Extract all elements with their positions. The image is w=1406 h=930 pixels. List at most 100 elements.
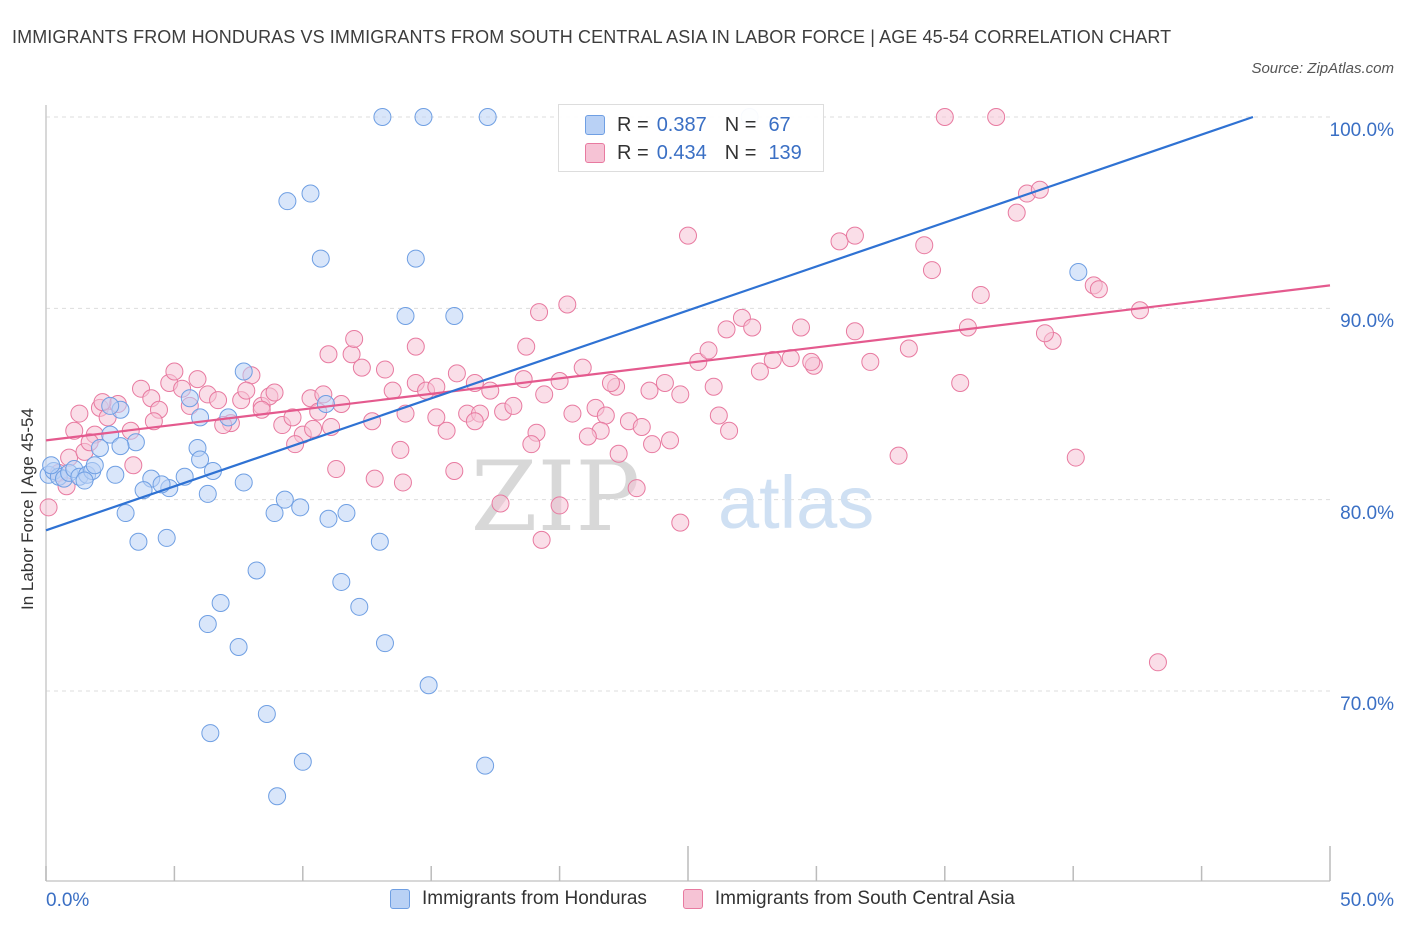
axes — [45, 105, 1331, 882]
data-point-south-central-asia — [1035, 324, 1054, 343]
data-point-south-central-asia — [39, 498, 58, 517]
data-point-south-central-asia — [717, 320, 736, 339]
data-point-south-central-asia — [517, 337, 536, 356]
data-point-south-central-asia — [971, 285, 990, 304]
y-tick-label: 100.0% — [1329, 120, 1394, 141]
data-point-honduras — [419, 676, 438, 695]
data-point-honduras — [1069, 262, 1088, 281]
data-point-south-central-asia — [144, 412, 163, 431]
data-point-south-central-asia — [935, 108, 954, 126]
data-point-honduras — [319, 509, 338, 528]
data-point-south-central-asia — [209, 391, 228, 410]
data-point-south-central-asia — [393, 473, 412, 492]
data-point-honduras — [211, 593, 230, 612]
data-point-south-central-asia — [445, 461, 464, 480]
data-point-south-central-asia — [830, 232, 849, 251]
data-point-south-central-asia — [720, 421, 739, 440]
honduras-legend-swatch — [390, 889, 410, 909]
data-point-honduras — [129, 532, 148, 551]
data-point-honduras — [106, 465, 125, 484]
data-point-south-central-asia — [671, 385, 690, 404]
data-point-south-central-asia — [391, 440, 410, 459]
data-point-south-central-asia — [1089, 280, 1108, 299]
data-point-south-central-asia — [802, 352, 821, 371]
data-point-honduras — [90, 439, 109, 458]
data-point-south-central-asia — [427, 408, 446, 427]
data-point-honduras — [275, 490, 294, 509]
watermark-atlas: atlas — [718, 461, 874, 544]
honduras-legend-label: Immigrants from Honduras — [422, 888, 647, 909]
legend-item-south-central-asia[interactable]: Immigrants from South Central Asia — [682, 888, 1015, 910]
data-point-honduras — [311, 249, 330, 268]
data-point-honduras — [198, 615, 217, 634]
data-point-south-central-asia — [383, 381, 402, 400]
data-point-south-central-asia — [504, 396, 523, 415]
data-point-south-central-asia — [70, 404, 89, 423]
data-point-south-central-asia — [640, 381, 659, 400]
data-point-south-central-asia — [627, 479, 646, 498]
data-point-south-central-asia — [550, 496, 569, 515]
data-point-south-central-asia — [406, 337, 425, 356]
data-point-honduras — [265, 504, 284, 523]
data-point-south-central-asia — [889, 446, 908, 465]
data-point-south-central-asia — [643, 435, 662, 454]
data-point-south-central-asia — [437, 421, 456, 440]
data-point-south-central-asia — [375, 360, 394, 379]
trend-line-honduras — [45, 115, 1254, 532]
n-value: 139 — [768, 141, 802, 164]
data-point-south-central-asia — [609, 444, 628, 463]
data-point-south-central-asia — [1148, 653, 1167, 672]
data-point-honduras — [301, 184, 320, 203]
data-point-honduras — [268, 787, 287, 806]
data-point-south-central-asia — [345, 329, 364, 348]
x-tick-min: 0.0% — [46, 890, 90, 911]
data-point-south-central-asia — [491, 494, 510, 513]
data-point-south-central-asia — [188, 370, 207, 389]
data-point-south-central-asia — [550, 372, 569, 391]
data-point-south-central-asia — [573, 358, 592, 377]
data-point-south-central-asia — [465, 412, 484, 431]
legend-item-honduras[interactable]: Immigrants from Honduras — [390, 888, 647, 910]
data-point-south-central-asia — [699, 341, 718, 360]
data-point-south-central-asia — [750, 362, 769, 381]
data-point-honduras — [191, 450, 210, 469]
data-point-south-central-asia — [124, 456, 143, 475]
data-point-honduras — [316, 395, 335, 413]
n-value: 67 — [768, 113, 791, 136]
data-point-south-central-asia — [283, 408, 302, 427]
data-point-honduras — [370, 532, 389, 551]
correlation-legend: R = 0.387 N = 67 R = 0.434 N = 139 — [558, 104, 824, 172]
data-point-south-central-asia — [265, 383, 284, 402]
legend-row-honduras: R = 0.387 N = 67 — [585, 113, 791, 137]
data-point-south-central-asia — [951, 373, 970, 392]
data-point-south-central-asia — [237, 381, 256, 400]
trend-line-south-central-asia — [45, 284, 1331, 442]
data-point-honduras — [293, 752, 312, 771]
data-point-south-central-asia — [1130, 301, 1149, 320]
data-point-south-central-asia — [427, 377, 446, 396]
data-point-south-central-asia — [447, 364, 466, 383]
data-point-south-central-asia — [365, 469, 384, 488]
data-point-south-central-asia — [763, 350, 782, 369]
data-point-honduras — [234, 473, 253, 492]
data-point-south-central-asia — [327, 460, 346, 479]
data-point-south-central-asia — [899, 339, 918, 358]
data-point-honduras — [157, 528, 176, 547]
x-tick-max: 50.0% — [1340, 890, 1394, 911]
trend-lines — [45, 115, 1331, 532]
data-point-honduras — [350, 597, 369, 616]
data-point-south-central-asia — [601, 373, 620, 392]
data-point-south-central-asia — [915, 236, 934, 255]
data-point-honduras — [234, 362, 253, 381]
data-point-honduras — [229, 637, 248, 656]
data-point-honduras — [85, 456, 104, 475]
data-point-south-central-asia — [845, 322, 864, 341]
data-point-south-central-asia — [861, 352, 880, 371]
data-point-honduras — [373, 108, 392, 126]
south-central-asia-legend-swatch — [682, 889, 703, 909]
data-point-honduras — [476, 756, 495, 775]
data-point-honduras — [116, 504, 135, 523]
data-point-south-central-asia — [743, 318, 762, 337]
n-label: N = — [724, 141, 757, 164]
series-south-central-asia — [39, 108, 1167, 672]
